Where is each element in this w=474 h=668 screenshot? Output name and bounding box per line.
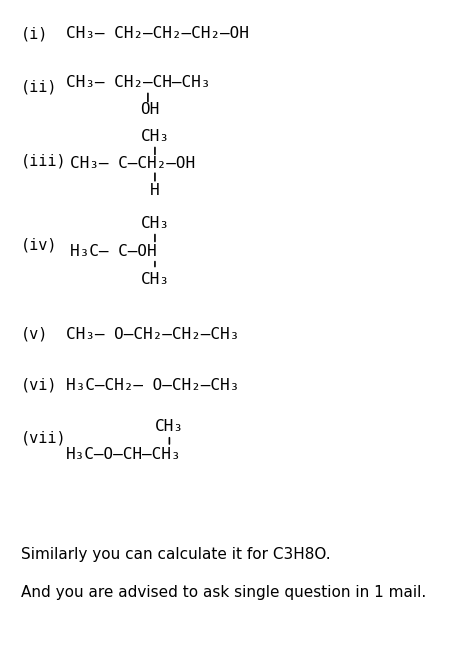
Text: (v): (v) [21,327,48,341]
Text: H: H [150,182,160,198]
Text: CH₃: CH₃ [140,273,169,287]
Text: Similarly you can calculate it for C3H8O.: Similarly you can calculate it for C3H8O… [21,548,330,562]
Text: H₃C—O—CH—CH₃: H₃C—O—CH—CH₃ [66,447,182,462]
Text: H₃C— C—OH: H₃C— C—OH [70,244,157,259]
Text: CH₃— C—CH₂—OH: CH₃— C—CH₂—OH [70,156,195,171]
Text: H₃C—CH₂— O—CH₂—CH₃: H₃C—CH₂— O—CH₂—CH₃ [66,378,239,393]
Text: CH₃: CH₃ [140,129,169,144]
Text: CH₃— CH₂—CH₂—CH₂—OH: CH₃— CH₂—CH₂—CH₂—OH [66,26,249,41]
Text: (ii): (ii) [21,79,57,94]
Text: CH₃— CH₂—CH—CH₃: CH₃— CH₂—CH—CH₃ [66,75,210,90]
Text: And you are advised to ask single question in 1 mail.: And you are advised to ask single questi… [21,585,426,600]
Text: (i): (i) [21,26,48,41]
Text: (iii): (iii) [21,154,66,168]
Text: CH₃— O—CH₂—CH₂—CH₃: CH₃— O—CH₂—CH₂—CH₃ [66,327,239,341]
Text: (vi): (vi) [21,378,57,393]
Text: (iv): (iv) [21,237,57,253]
Text: OH: OH [140,102,160,117]
Text: CH₃: CH₃ [155,419,184,434]
Text: CH₃: CH₃ [140,216,169,230]
Text: (vii): (vii) [21,431,66,446]
